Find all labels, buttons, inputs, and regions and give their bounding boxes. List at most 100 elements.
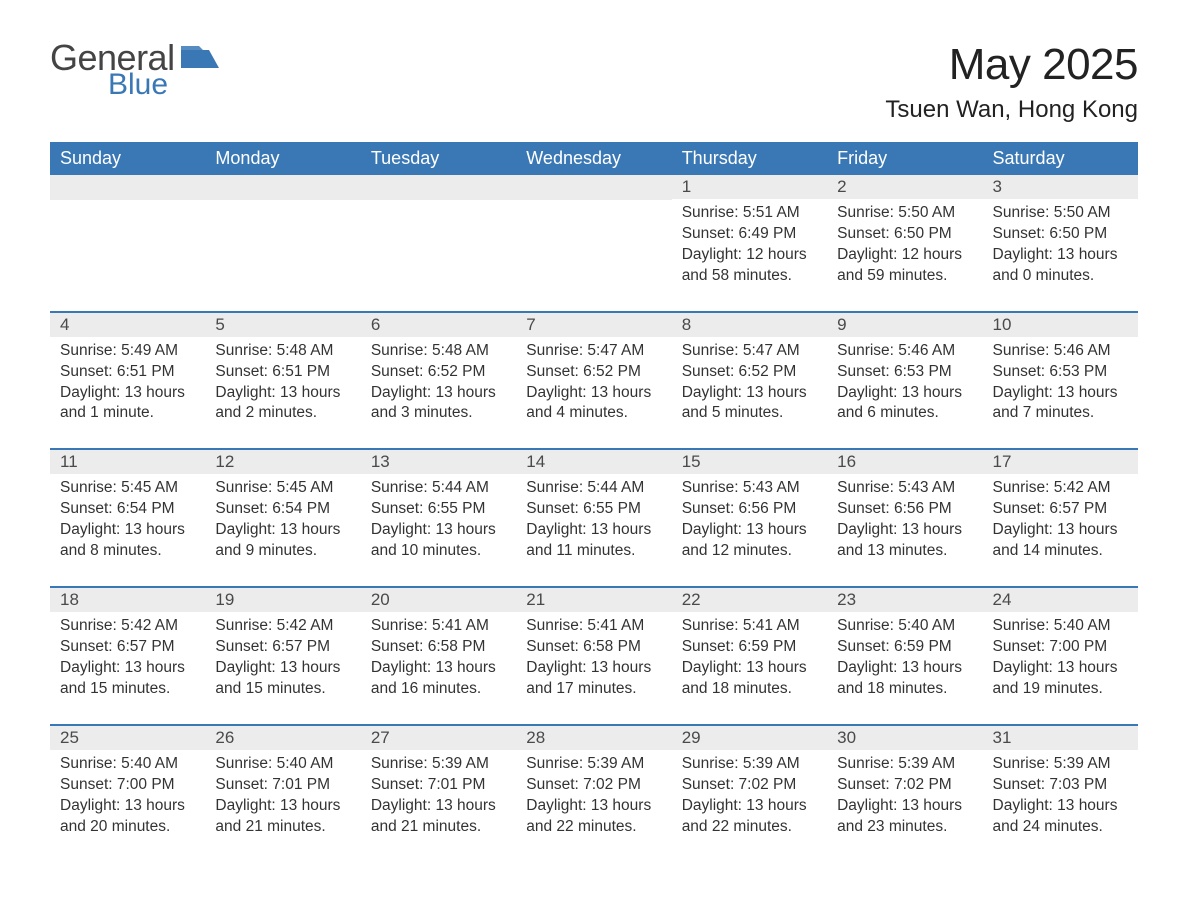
sunrise-line: Sunrise: 5:40 AM — [60, 754, 195, 775]
day-info: Sunrise: 5:49 AMSunset: 6:51 PMDaylight:… — [60, 341, 195, 425]
sunset-line: Sunset: 6:52 PM — [371, 362, 506, 383]
day-info: Sunrise: 5:44 AMSunset: 6:55 PMDaylight:… — [526, 478, 661, 562]
sunset-line: Sunset: 6:58 PM — [526, 637, 661, 658]
day-number: 29 — [672, 726, 827, 750]
sunrise-line: Sunrise: 5:39 AM — [837, 754, 972, 775]
day-header-wednesday: Wednesday — [516, 142, 671, 175]
day-info: Sunrise: 5:39 AMSunset: 7:02 PMDaylight:… — [526, 754, 661, 838]
week-row: 18Sunrise: 5:42 AMSunset: 6:57 PMDayligh… — [50, 587, 1138, 725]
day-info: Sunrise: 5:51 AMSunset: 6:49 PMDaylight:… — [682, 203, 817, 287]
logo-word-blue: Blue — [108, 70, 175, 100]
sunset-line: Sunset: 6:57 PM — [215, 637, 350, 658]
sunrise-line: Sunrise: 5:40 AM — [837, 616, 972, 637]
location-label: Tsuen Wan, Hong Kong — [885, 96, 1138, 124]
day-info: Sunrise: 5:45 AMSunset: 6:54 PMDaylight:… — [60, 478, 195, 562]
day-cell: 12Sunrise: 5:45 AMSunset: 6:54 PMDayligh… — [205, 449, 360, 587]
sunset-line: Sunset: 6:59 PM — [837, 637, 972, 658]
daylight-line: Daylight: 13 hours and 15 minutes. — [215, 658, 350, 700]
daylight-line: Daylight: 13 hours and 10 minutes. — [371, 520, 506, 562]
day-cell: 1Sunrise: 5:51 AMSunset: 6:49 PMDaylight… — [672, 175, 827, 312]
sunrise-line: Sunrise: 5:49 AM — [60, 341, 195, 362]
day-number: 24 — [983, 588, 1138, 612]
daylight-line: Daylight: 13 hours and 6 minutes. — [837, 383, 972, 425]
month-title: May 2025 — [885, 40, 1138, 90]
day-cell: 25Sunrise: 5:40 AMSunset: 7:00 PMDayligh… — [50, 725, 205, 862]
daylight-line: Daylight: 12 hours and 59 minutes. — [837, 245, 972, 287]
day-header-row: Sunday Monday Tuesday Wednesday Thursday… — [50, 142, 1138, 175]
title-block: May 2025 Tsuen Wan, Hong Kong — [885, 40, 1138, 124]
sunset-line: Sunset: 6:49 PM — [682, 224, 817, 245]
day-number: 19 — [205, 588, 360, 612]
day-info: Sunrise: 5:50 AMSunset: 6:50 PMDaylight:… — [993, 203, 1128, 287]
day-cell: 14 Sunrise: 5:44 AMSunset: 6:55 PMDayligh… — [516, 449, 671, 587]
page-header: General Blue May 2025 Tsuen Wan, Hong Ko… — [50, 40, 1138, 124]
day-number: 28 — [516, 726, 671, 750]
day-info: Sunrise: 5:45 AMSunset: 6:54 PMDaylight:… — [215, 478, 350, 562]
sunrise-line: Sunrise: 5:51 AM — [682, 203, 817, 224]
empty-day-cell — [205, 175, 360, 312]
day-info: Sunrise: 5:42 AMSunset: 6:57 PMDaylight:… — [215, 616, 350, 700]
day-cell: 11Sunrise: 5:45 AMSunset: 6:54 PMDayligh… — [50, 449, 205, 587]
day-cell: 7Sunrise: 5:47 AMSunset: 6:52 PMDaylight… — [516, 312, 671, 450]
day-cell: 21Sunrise: 5:41 AMSunset: 6:58 PMDayligh… — [516, 587, 671, 725]
day-number: 8 — [672, 313, 827, 337]
day-header-monday: Monday — [205, 142, 360, 175]
day-number: 9 — [827, 313, 982, 337]
day-cell: 24Sunrise: 5:40 AMSunset: 7:00 PMDayligh… — [983, 587, 1138, 725]
day-number: 7 — [516, 313, 671, 337]
daylight-line: Daylight: 13 hours and 13 minutes. — [837, 520, 972, 562]
daylight-line: Daylight: 13 hours and 9 minutes. — [215, 520, 350, 562]
empty-day-cell — [361, 175, 516, 312]
daylight-line: Daylight: 13 hours and 14 minutes. — [993, 520, 1128, 562]
day-number: 4 — [50, 313, 205, 337]
day-info: Sunrise: 5:39 AMSunset: 7:02 PMDaylight:… — [837, 754, 972, 838]
sunset-line: Sunset: 6:52 PM — [682, 362, 817, 383]
sunrise-line: Sunrise: 5:48 AM — [371, 341, 506, 362]
day-number: 3 — [983, 175, 1138, 199]
day-info: Sunrise: 5:39 AMSunset: 7:02 PMDaylight:… — [682, 754, 817, 838]
sunrise-line: Sunrise: 5:41 AM — [371, 616, 506, 637]
sunrise-line: Sunrise: 5:39 AM — [993, 754, 1128, 775]
sunrise-line: Sunrise: 5:41 AM — [682, 616, 817, 637]
day-number: 15 — [672, 450, 827, 474]
daylight-line: Daylight: 13 hours and 7 minutes. — [993, 383, 1128, 425]
sunrise-line: Sunrise: 5:44 AM — [526, 478, 661, 499]
day-number: 14 — [516, 450, 671, 474]
day-cell: 3 Sunrise: 5:50 AMSunset: 6:50 PMDaylight… — [983, 175, 1138, 312]
daylight-line: Daylight: 13 hours and 18 minutes. — [837, 658, 972, 700]
empty-day-cell — [516, 175, 671, 312]
daylight-line: Daylight: 13 hours and 15 minutes. — [60, 658, 195, 700]
empty-day-bar — [50, 175, 205, 200]
day-header-tuesday: Tuesday — [361, 142, 516, 175]
sunrise-line: Sunrise: 5:46 AM — [837, 341, 972, 362]
day-info: Sunrise: 5:47 AMSunset: 6:52 PMDaylight:… — [682, 341, 817, 425]
day-info: Sunrise: 5:39 AMSunset: 7:01 PMDaylight:… — [371, 754, 506, 838]
day-cell: 28 Sunrise: 5:39 AMSunset: 7:02 PMDayligh… — [516, 725, 671, 862]
week-row: 1Sunrise: 5:51 AMSunset: 6:49 PMDaylight… — [50, 175, 1138, 312]
sunset-line: Sunset: 7:02 PM — [682, 775, 817, 796]
day-cell: 23Sunrise: 5:40 AMSunset: 6:59 PMDayligh… — [827, 587, 982, 725]
daylight-line: Daylight: 13 hours and 22 minutes. — [682, 796, 817, 838]
sunrise-line: Sunrise: 5:45 AM — [60, 478, 195, 499]
daylight-line: Daylight: 13 hours and 16 minutes. — [371, 658, 506, 700]
day-number: 25 — [50, 726, 205, 750]
sunrise-line: Sunrise: 5:41 AM — [526, 616, 661, 637]
daylight-line: Daylight: 13 hours and 12 minutes. — [682, 520, 817, 562]
daylight-line: Daylight: 13 hours and 22 minutes. — [526, 796, 661, 838]
day-number: 16 — [827, 450, 982, 474]
daylight-line: Daylight: 13 hours and 2 minutes. — [215, 383, 350, 425]
sunrise-line: Sunrise: 5:39 AM — [371, 754, 506, 775]
daylight-line: Daylight: 13 hours and 11 minutes. — [526, 520, 661, 562]
daylight-line: Daylight: 13 hours and 20 minutes. — [60, 796, 195, 838]
daylight-line: Daylight: 13 hours and 21 minutes. — [215, 796, 350, 838]
sunrise-line: Sunrise: 5:42 AM — [60, 616, 195, 637]
daylight-line: Daylight: 13 hours and 17 minutes. — [526, 658, 661, 700]
day-info: Sunrise: 5:46 AMSunset: 6:53 PMDaylight:… — [837, 341, 972, 425]
day-number: 22 — [672, 588, 827, 612]
day-info: Sunrise: 5:43 AMSunset: 6:56 PMDaylight:… — [682, 478, 817, 562]
day-cell: 13Sunrise: 5:44 AMSunset: 6:55 PMDayligh… — [361, 449, 516, 587]
day-number: 30 — [827, 726, 982, 750]
week-row: 4 Sunrise: 5:49 AMSunset: 6:51 PMDaylight… — [50, 312, 1138, 450]
calendar-body: 1Sunrise: 5:51 AMSunset: 6:49 PMDaylight… — [50, 175, 1138, 861]
sunset-line: Sunset: 7:00 PM — [993, 637, 1128, 658]
